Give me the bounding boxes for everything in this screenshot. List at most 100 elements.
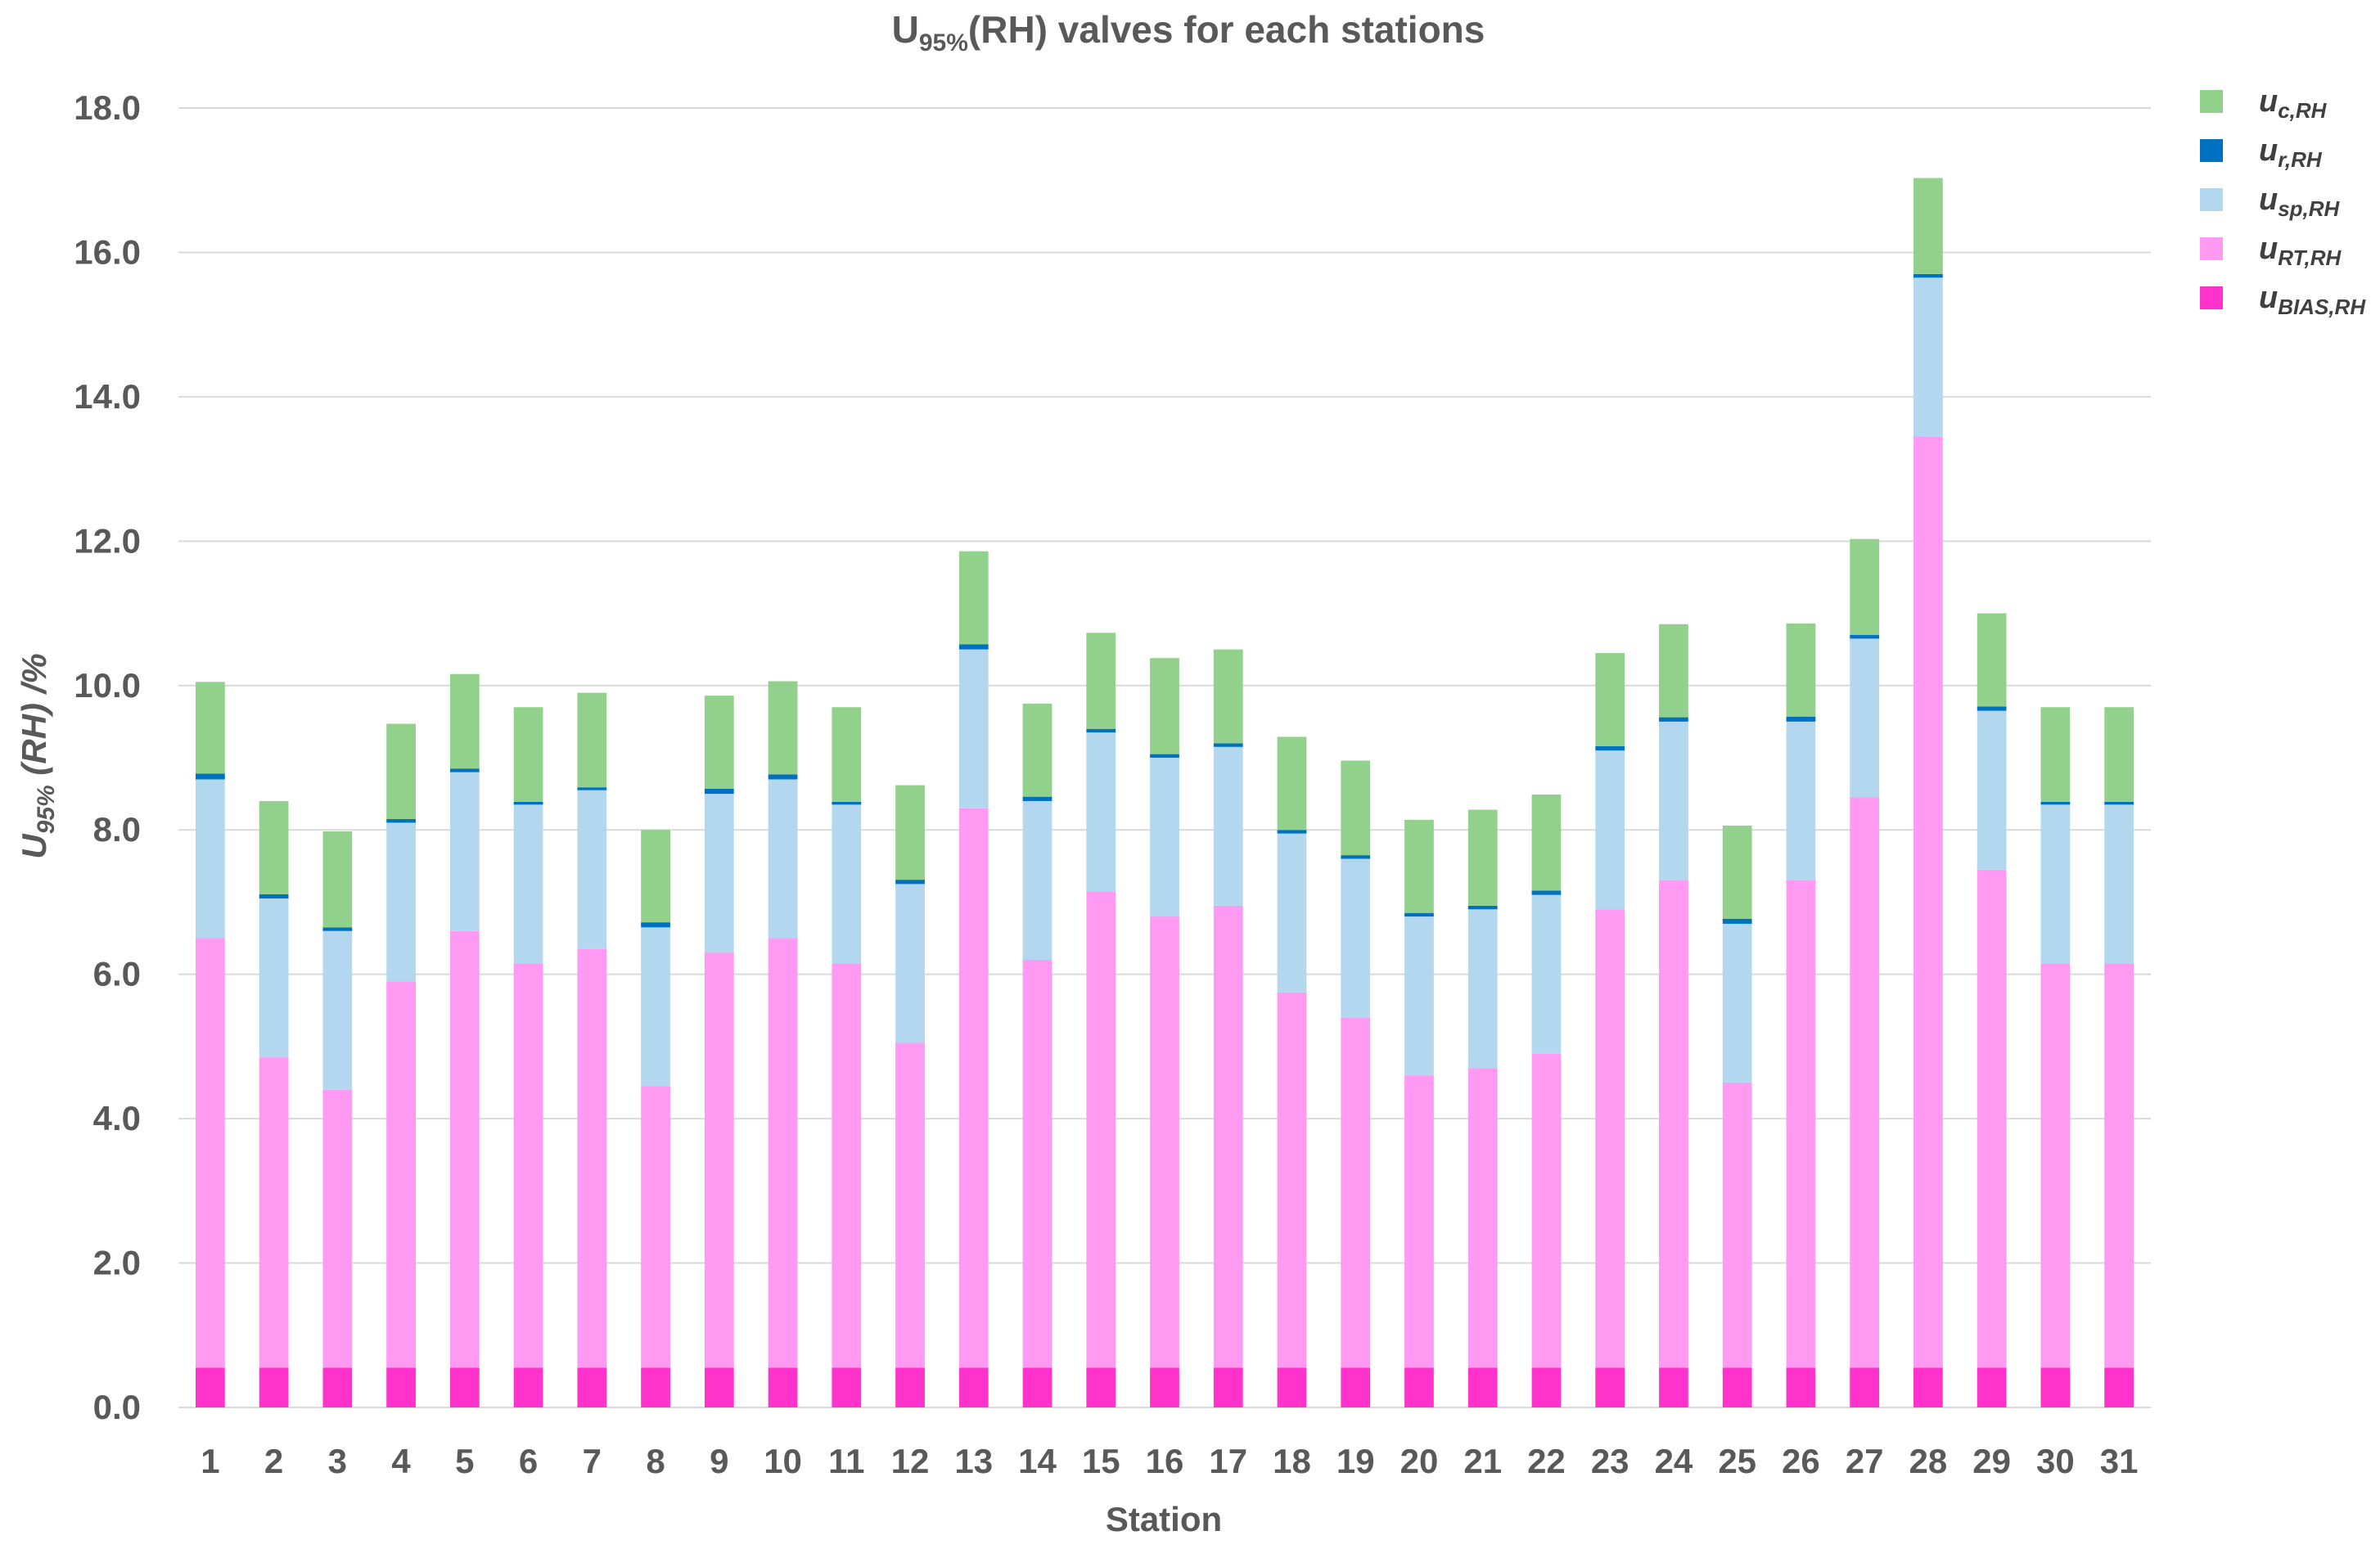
- bar-segment-24-3: [1659, 717, 1688, 722]
- bar-segment-28-2: [1913, 277, 1943, 437]
- x-tick-label: 21: [1463, 1442, 1502, 1480]
- x-tick-label: 11: [828, 1442, 864, 1480]
- bar-segment-18-2: [1277, 833, 1307, 993]
- bar-segment-25-2: [1722, 923, 1752, 1083]
- x-tick-label: 26: [1782, 1442, 1820, 1480]
- bar-segment-3-2: [322, 930, 353, 1090]
- bar-segment-27-2: [1850, 638, 1880, 798]
- x-axis-label: Station: [1106, 1500, 1222, 1538]
- bar-segment-3-1: [322, 1089, 353, 1368]
- x-tick-label: 18: [1273, 1442, 1311, 1480]
- legend-swatch: [2200, 90, 2223, 113]
- bar-segment-13-2: [958, 649, 989, 808]
- bar-segment-8-4: [641, 830, 670, 923]
- bar-segment-12-4: [895, 785, 925, 880]
- x-tick-label: 20: [1400, 1442, 1439, 1480]
- bar-segment-21-4: [1467, 809, 1498, 906]
- bar-segment-30-4: [2040, 707, 2071, 802]
- bar-segment-9-0: [704, 1367, 734, 1407]
- bar-segment-11-0: [832, 1367, 862, 1407]
- bar-segment-26-2: [1786, 721, 1816, 880]
- bar-segment-10-3: [768, 774, 798, 780]
- bar-segment-16-3: [1150, 754, 1179, 758]
- bar-segment-24-4: [1659, 624, 1688, 718]
- bar-segment-17-2: [1213, 746, 1243, 906]
- bar-segment-20-1: [1404, 1075, 1434, 1368]
- bar-segment-30-0: [2040, 1367, 2071, 1407]
- legend-swatch: [2200, 286, 2223, 309]
- bar-segment-29-0: [1977, 1367, 2007, 1407]
- bar-segment-29-4: [1977, 613, 2007, 707]
- bar-segment-26-0: [1786, 1367, 1816, 1407]
- bar-segment-9-2: [704, 794, 734, 953]
- bar-segment-15-1: [1086, 891, 1116, 1368]
- bar-segment-28-1: [1913, 436, 1943, 1368]
- bar-segment-31-1: [2104, 963, 2134, 1368]
- bar-segment-1-2: [195, 779, 225, 939]
- bar-segment-17-4: [1213, 649, 1243, 744]
- bar-segment-6-4: [513, 707, 543, 802]
- bar-segment-16-4: [1150, 658, 1179, 754]
- bar-segment-14-2: [1022, 800, 1053, 961]
- bar-segment-25-3: [1722, 918, 1752, 924]
- bar-segment-7-1: [577, 948, 607, 1368]
- x-tick-label: 31: [2100, 1442, 2139, 1480]
- bar-segment-27-4: [1850, 538, 1880, 636]
- y-tick-label: 10.0: [74, 666, 141, 705]
- bar-segment-3-0: [322, 1367, 353, 1407]
- bar-segment-6-2: [513, 804, 543, 964]
- bar-segment-23-4: [1595, 653, 1625, 746]
- bar-segment-5-1: [449, 930, 480, 1368]
- bar-segment-15-2: [1086, 732, 1116, 892]
- x-tick-label: 25: [1718, 1442, 1756, 1480]
- bar-segment-3-4: [322, 831, 353, 928]
- bar-segment-4-0: [386, 1367, 416, 1407]
- x-tick-label: 16: [1146, 1442, 1184, 1480]
- x-tick-label: 7: [583, 1442, 602, 1480]
- x-tick-label: 22: [1527, 1442, 1566, 1480]
- bar-segment-27-1: [1850, 797, 1880, 1368]
- bar-segment-20-4: [1404, 819, 1434, 913]
- bar-segment-29-1: [1977, 869, 2007, 1368]
- bar-segment-10-0: [768, 1367, 798, 1407]
- bar-segment-23-2: [1595, 750, 1625, 910]
- bar-segment-25-1: [1722, 1083, 1752, 1368]
- bar-segment-18-4: [1277, 736, 1307, 831]
- bar-segment-12-2: [895, 884, 925, 1043]
- bar-segment-4-3: [386, 818, 416, 823]
- bar-segment-7-0: [577, 1367, 607, 1407]
- bar-segment-28-4: [1913, 178, 1943, 274]
- bar-segment-20-2: [1404, 916, 1434, 1076]
- legend-label: uRT,RH: [2259, 232, 2342, 270]
- bar-segment-17-1: [1213, 905, 1243, 1368]
- bar-segment-18-3: [1277, 830, 1307, 834]
- bar-segment-10-2: [768, 779, 798, 939]
- y-axis-label: U95% (RH) /%: [15, 653, 60, 858]
- bar-segment-4-2: [386, 822, 416, 982]
- bar-segment-22-4: [1531, 794, 1562, 891]
- bar-segment-5-0: [449, 1367, 480, 1407]
- bar-segment-13-4: [958, 551, 989, 645]
- y-tick-label: 14.0: [74, 377, 141, 416]
- bar-segment-28-3: [1913, 273, 1943, 278]
- x-tick-label: 8: [646, 1442, 665, 1480]
- bar-segment-15-0: [1086, 1367, 1116, 1407]
- bar-segment-22-1: [1531, 1053, 1562, 1368]
- bar-segment-5-3: [449, 768, 480, 772]
- y-tick-label: 6.0: [93, 955, 141, 993]
- bar-segment-5-2: [449, 772, 480, 931]
- bar-segment-29-3: [1977, 706, 2007, 711]
- legend-label: usp,RH: [2259, 182, 2341, 221]
- legend-label: uBIAS,RH: [2259, 281, 2366, 319]
- bar-segment-17-3: [1213, 743, 1243, 747]
- bar-segment-23-1: [1595, 909, 1625, 1368]
- y-tick-label: 18.0: [74, 88, 141, 127]
- legend-label: ur,RH: [2259, 133, 2323, 172]
- legend-label: uc,RH: [2259, 84, 2328, 123]
- bar-segment-8-2: [641, 927, 670, 1087]
- x-tick-label: 19: [1336, 1442, 1375, 1480]
- bar-segment-10-1: [768, 938, 798, 1368]
- x-tick-label: 12: [891, 1442, 930, 1480]
- x-tick-label: 14: [1018, 1442, 1057, 1480]
- bar-segment-24-2: [1659, 721, 1688, 880]
